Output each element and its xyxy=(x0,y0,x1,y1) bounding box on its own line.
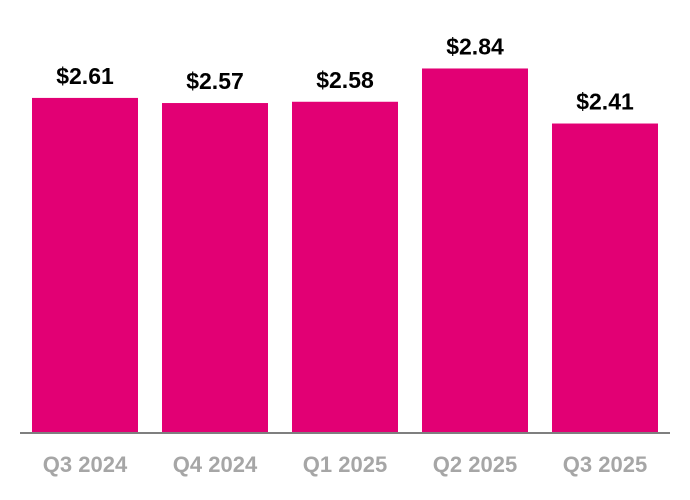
bar-0 xyxy=(32,97,138,433)
category-label-1: Q4 2024 xyxy=(173,452,258,477)
category-label-2: Q1 2025 xyxy=(303,452,387,477)
category-label-3: Q2 2025 xyxy=(433,452,517,477)
bar-1 xyxy=(162,103,268,432)
data-label-1: $2.57 xyxy=(186,68,244,94)
data-label-4: $2.41 xyxy=(576,89,634,115)
bar-3 xyxy=(422,68,528,432)
category-label-0: Q3 2024 xyxy=(43,452,128,477)
category-label-4: Q3 2025 xyxy=(563,452,647,477)
bar-2 xyxy=(292,101,398,432)
data-label-2: $2.58 xyxy=(316,67,374,93)
bar-4 xyxy=(552,123,658,433)
data-label-0: $2.61 xyxy=(56,63,114,89)
data-label-3: $2.84 xyxy=(446,33,504,59)
